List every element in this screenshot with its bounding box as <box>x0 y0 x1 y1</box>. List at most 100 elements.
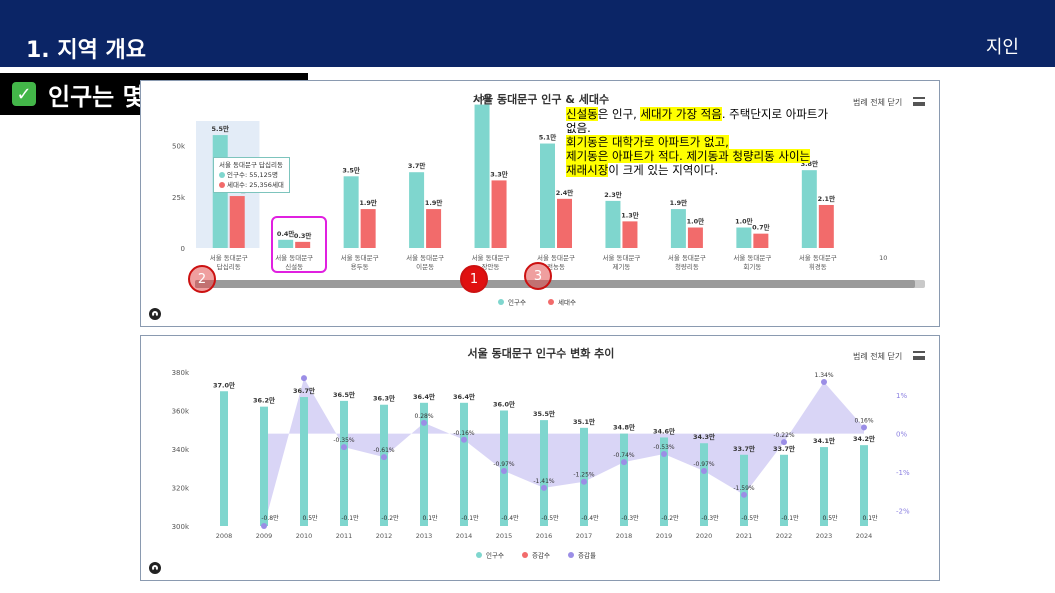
x-tick-label: 2023 <box>816 532 833 540</box>
rate-point <box>261 523 267 529</box>
rate-data-label: -0.61% <box>373 447 395 454</box>
bar-data-label: 1.0만 <box>687 217 705 226</box>
highlight-box-sinseol <box>271 216 327 273</box>
legend-marker <box>568 552 574 558</box>
bar-data-label: 34.2만 <box>853 434 875 443</box>
bar-population <box>700 443 708 526</box>
rate-data-label: 0.28% <box>414 413 433 420</box>
chart-population-trend: 서울 동대문구 인구수 변화 추이 380k 360k 340k 320k 300k 1% 0… <box>172 346 910 560</box>
rate-point <box>581 478 587 485</box>
menu-icon[interactable] <box>913 97 925 106</box>
rate-data-label: -0.16% <box>453 430 475 437</box>
y-tick-label-left: 340k <box>172 446 190 454</box>
annotation-line-1: 신설동은 인구, 세대가 가장 적음. 주택단지로 아파트가 <box>566 107 829 121</box>
x-tick-label: 2018 <box>616 532 633 540</box>
annotation-line-4: 제기동은 아파트가 적다. 제기동과 청량리동 사이는 <box>566 149 811 163</box>
rate-data-label: -0.22% <box>773 432 795 439</box>
bar-data-label: 5.1만 <box>539 133 557 142</box>
y-tick-label: 25k <box>172 194 186 202</box>
rate-point <box>421 419 427 426</box>
y-tick-label-left: 360k <box>172 408 190 416</box>
bar-population <box>420 402 428 526</box>
change-count-label: -0.3만 <box>621 514 639 522</box>
legend-toggle-button-2[interactable]: 범례 전체 닫기 <box>853 352 903 361</box>
bar-data-label: 3.3만 <box>490 169 508 178</box>
change-rate-area <box>264 378 864 526</box>
legend-label: 세대수 <box>558 298 576 307</box>
annotation-line-5: 재래시장이 크게 있는 지역이다. <box>566 163 719 177</box>
x-tick-label: 2024 <box>856 532 873 540</box>
bar-data-label: 33.7만 <box>733 444 755 453</box>
annotation-line-3: 회기동은 대학가로 아파트가 없고, <box>566 135 729 149</box>
bar-data-label: 36.4만 <box>413 392 435 401</box>
bar-population <box>260 406 268 526</box>
checkmark-icon: ✓ <box>12 82 36 106</box>
bar-data-label: 34.6만 <box>653 426 675 435</box>
bar-population <box>460 402 468 526</box>
bar-population <box>540 420 548 526</box>
x-tick-label: 서울 동대문구 <box>210 253 248 262</box>
bar-population <box>409 172 425 248</box>
bar-households <box>557 198 572 248</box>
rate-data-label: -0.53% <box>653 444 675 451</box>
page-header: 1. 지역 개요 지인 <box>0 0 1055 67</box>
chart-scrollbar[interactable] <box>195 280 925 288</box>
rate-data-label: -1.59% <box>733 485 755 492</box>
legend-marker <box>476 552 482 558</box>
bar-population <box>300 397 308 526</box>
chart-scrollbar-thumb[interactable] <box>195 280 915 288</box>
bar-data-label: 34.1만 <box>813 436 835 445</box>
bar-population <box>670 209 686 248</box>
change-count-label: -0.2만 <box>661 514 679 522</box>
y-tick-label-right: -2% <box>896 508 910 516</box>
bar-data-label: 1.9만 <box>670 198 688 207</box>
bar-households <box>360 209 376 248</box>
legend-label: 인구수 <box>508 298 526 307</box>
tooltip-population: 인구수: 55,125명 <box>219 170 284 180</box>
bar-households <box>818 204 834 248</box>
population-dot-icon <box>219 172 225 178</box>
legend-label: 증감수 <box>532 552 550 560</box>
x-tick-label: 이문동 <box>416 262 434 271</box>
change-count-label: -0.5만 <box>741 514 759 522</box>
menu-icon-2[interactable] <box>913 351 925 360</box>
bar-data-label: 34.3만 <box>693 432 715 441</box>
rate-point <box>861 424 867 431</box>
legend-marker <box>498 299 504 305</box>
bar-data-label: 3.8만 <box>801 159 819 168</box>
bar-data-label: 5.5만 <box>211 124 229 133</box>
rate-data-label: -0.35% <box>333 437 355 444</box>
x-tick-label: 2014 <box>456 532 473 540</box>
bar-population <box>820 447 828 526</box>
x-tick-label: 2011 <box>336 532 353 540</box>
rate-data-label: -0.97% <box>693 461 715 468</box>
rate-point <box>501 467 507 474</box>
bar-data-label: 2.4만 <box>556 188 574 197</box>
page-title: 1. 지역 개요 <box>26 38 146 63</box>
rate-point <box>341 444 347 451</box>
legend-label: 증감률 <box>578 552 596 560</box>
legend-toggle-button[interactable]: 범례 전체 닫기 <box>853 98 903 107</box>
bar-data-label: 2.1만 <box>818 194 836 203</box>
bar-data-label: 37.0만 <box>213 380 235 389</box>
annotation-line-2: 없음. <box>566 121 591 135</box>
bar-data-label: 33.7만 <box>773 444 795 453</box>
bar-population <box>343 176 359 248</box>
y-tick-label: 50k <box>172 143 186 151</box>
x-tick-label: 회기동 <box>743 262 761 271</box>
x-tick-label: 2019 <box>656 532 673 540</box>
bar-data-label: 1.3만 <box>621 210 639 219</box>
bar-population <box>780 454 788 526</box>
x-tick-label: 서울 동대문구 <box>406 253 444 262</box>
bar-data-label: 3.5만 <box>342 165 360 174</box>
rate-point <box>821 379 827 386</box>
x-tick-label: 서울 동대문구 <box>472 253 510 262</box>
bar-population <box>860 445 868 526</box>
legend-label: 인구수 <box>486 551 504 560</box>
tooltip-households: 세대수: 25,356세대 <box>219 180 284 190</box>
bar-population <box>740 454 748 526</box>
rate-point <box>781 439 787 446</box>
bar-data-label: 36.3만 <box>373 394 395 403</box>
y-tick-label-left: 320k <box>172 485 190 493</box>
bar-data-label: 2.3만 <box>604 190 622 199</box>
